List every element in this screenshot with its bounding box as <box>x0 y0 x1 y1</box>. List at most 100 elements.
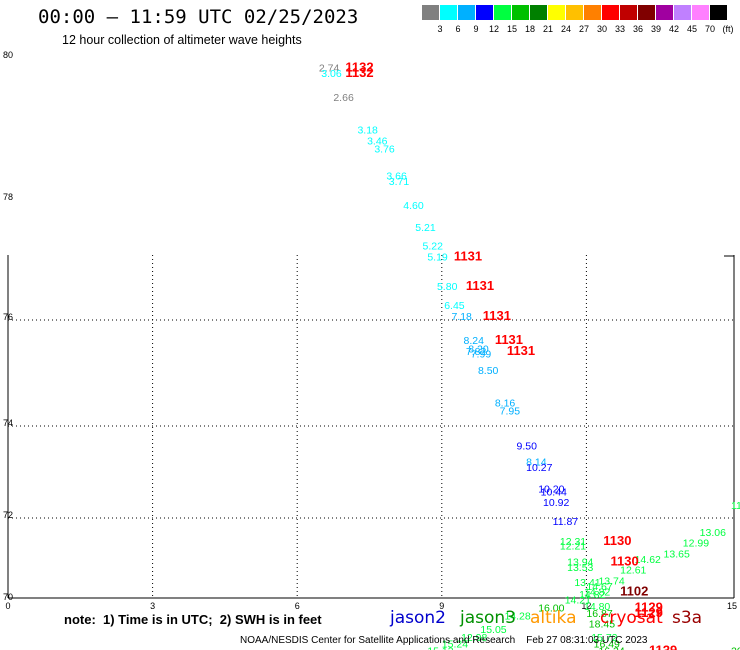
swh-value: 5.80 <box>437 281 458 293</box>
x-tick-label: 6 <box>295 601 300 611</box>
swh-value: 7.82 <box>466 346 487 358</box>
chart-title: 00:00 – 11:59 UTC 02/25/2023 <box>38 6 359 28</box>
swh-value: 4.60 <box>403 200 424 212</box>
swh-value: 3.66 <box>386 171 407 183</box>
swh-value: 14.21 <box>565 594 591 606</box>
legend-swatch <box>512 5 530 20</box>
swh-value: 13.53 <box>567 562 593 574</box>
legend-label: 70 <box>704 24 715 34</box>
legend-label: 18 <box>524 24 535 34</box>
swh-value: 10.44 <box>541 486 567 498</box>
legend-label: 42 <box>668 24 679 34</box>
footnote: note: 1) Time is in UTC; 2) SWH is in fe… <box>64 612 322 627</box>
legend-swatch <box>476 5 494 20</box>
satellite-altika: altika <box>530 608 577 628</box>
legend-swatch <box>548 5 566 20</box>
swh-value: 13.94 <box>567 557 593 569</box>
swh-value: 10.20 <box>538 484 564 496</box>
swh-value: 8.14 <box>526 457 547 469</box>
swh-value: 5.22 <box>423 241 444 253</box>
legend-swatch <box>692 5 710 20</box>
orbit-rev-labels: 1132113211311131113111311131113011301102… <box>345 60 677 650</box>
legend-label: 6 <box>455 24 461 34</box>
swh-value: 13.65 <box>664 549 690 561</box>
rev-label: 1102 <box>620 583 648 598</box>
swh-value: 3.46 <box>367 135 388 147</box>
rev-label: 1131 <box>483 308 511 323</box>
legend-swatch <box>674 5 692 20</box>
swh-value: 15.24 <box>442 639 468 650</box>
x-tick-label: 0 <box>5 601 10 611</box>
legend-swatch <box>710 5 728 20</box>
swh-value: 7.99 <box>471 349 492 361</box>
swh-value: 16.87 <box>586 608 612 620</box>
swh-value: 16.00 <box>538 603 564 615</box>
satellite-s3a: s3a <box>672 608 703 628</box>
x-tick-label: 3 <box>150 601 155 611</box>
rev-label: 1129 <box>649 646 677 650</box>
credit-line: NOAA/NESDIS Center for Satellite Applica… <box>240 635 648 646</box>
swh-value: 12.31 <box>560 536 586 548</box>
swh-value: 3.06 <box>321 68 342 80</box>
legend-label: 39 <box>650 24 661 34</box>
swh-value: 15.72 <box>591 632 617 644</box>
rev-label: 1129 <box>635 605 663 620</box>
legend-swatch <box>530 5 548 20</box>
rev-label: 1130 <box>603 533 631 548</box>
swh-value: 20 <box>731 646 740 650</box>
legend-label: 30 <box>596 24 607 34</box>
satellite-jason3: jason3 <box>460 608 516 628</box>
legend-label: 33 <box>614 24 625 34</box>
rev-label: 1131 <box>495 332 523 347</box>
legend-label: 21 <box>542 24 553 34</box>
y-tick-label: 78 <box>3 192 13 202</box>
satellite-cryosat: cryosat <box>600 608 663 628</box>
swh-value: 8.20 <box>468 343 489 355</box>
legend-swatch <box>584 5 602 20</box>
legend-swatch <box>602 5 620 20</box>
legend-swatch <box>440 5 458 20</box>
swh-value: 9.50 <box>517 441 538 453</box>
x-tick-label: 12 <box>581 601 591 611</box>
swh-value: 7.18 <box>451 311 472 323</box>
legend-swatch <box>638 5 656 20</box>
swh-value: 8.50 <box>478 365 499 377</box>
rev-label: 1129 <box>649 643 677 650</box>
legend-label: 12 <box>488 24 499 34</box>
swh-value: 7.95 <box>500 405 521 417</box>
legend-label: 45 <box>686 24 697 34</box>
satellite-jason2: jason2 <box>390 608 446 628</box>
swh-value: 3.76 <box>374 144 395 156</box>
swh-value: 13.41 <box>574 577 600 589</box>
swh-value: 5.19 <box>427 252 448 264</box>
legend-label: 3 <box>437 24 443 34</box>
y-tick-label: 80 <box>3 50 13 60</box>
legend-label: 24 <box>560 24 571 34</box>
rev-label: 1131 <box>466 278 494 293</box>
swh-value: 13.74 <box>598 576 624 588</box>
y-tick-label: 74 <box>3 418 13 428</box>
x-tick-label: 9 <box>439 601 444 611</box>
legend-label: 27 <box>578 24 589 34</box>
swh-value: 6.45 <box>444 300 465 312</box>
legend-swatch <box>422 5 440 20</box>
swh-value: 8.16 <box>495 397 516 409</box>
swh-value: 12.99 <box>683 538 709 550</box>
swh-value: 15.05 <box>480 624 506 636</box>
rev-label: 1130 <box>611 554 639 569</box>
swh-value: 15.13 <box>427 646 453 650</box>
swh-value: 10.27 <box>526 462 552 474</box>
legend-swatch <box>620 5 638 20</box>
chart-subtitle: 12 hour collection of altimeter wave hei… <box>62 33 302 47</box>
legend-swatch <box>494 5 512 20</box>
swh-value: 16.49 <box>594 639 620 650</box>
swh-value: 2.66 <box>333 92 354 104</box>
rev-label: 1132 <box>345 65 373 80</box>
legend-swatch <box>656 5 674 20</box>
wave-height-values: 2.743.06 2.66 3.183.463.76 3.663.71 4.60 5.21… <box>319 63 740 650</box>
swh-value: 12.21 <box>560 540 586 552</box>
swh-value: 14.62 <box>635 554 661 566</box>
swh-value: 14.82 <box>579 589 605 601</box>
y-tick-label: 76 <box>3 312 13 322</box>
